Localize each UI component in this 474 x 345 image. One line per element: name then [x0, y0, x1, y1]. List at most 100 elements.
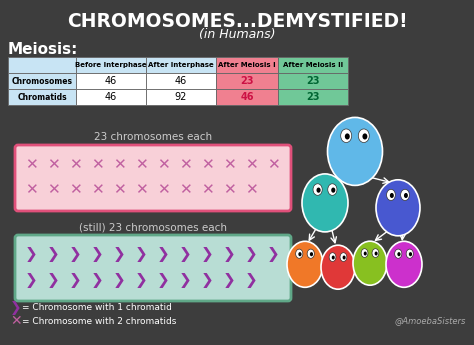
Text: ❯: ❯ [201, 273, 213, 287]
Text: CHROMOSOMES...DEMYSTIFIED!: CHROMOSOMES...DEMYSTIFIED! [67, 12, 407, 31]
Text: ✕: ✕ [113, 158, 126, 172]
Ellipse shape [317, 188, 320, 193]
Text: Meiosis:: Meiosis: [8, 42, 78, 57]
Text: Chromosomes: Chromosomes [11, 77, 73, 86]
Text: ❯: ❯ [245, 247, 257, 263]
Bar [8, 57, 76, 73]
Ellipse shape [401, 189, 410, 200]
Ellipse shape [328, 117, 383, 185]
Text: ❯: ❯ [91, 273, 103, 287]
Ellipse shape [387, 189, 395, 200]
Text: ❯: ❯ [25, 247, 37, 263]
Text: ❯: ❯ [10, 301, 22, 315]
Ellipse shape [390, 193, 394, 198]
Ellipse shape [409, 252, 412, 256]
Ellipse shape [372, 249, 379, 257]
Text: ❯: ❯ [266, 247, 279, 263]
Text: ✕: ✕ [266, 158, 279, 172]
Bar [216, 89, 278, 105]
Text: ❯: ❯ [179, 247, 191, 263]
Bar [146, 73, 216, 89]
FancyBboxPatch shape [15, 235, 291, 301]
Text: ❯: ❯ [135, 273, 147, 287]
Text: @AmoebaSisters: @AmoebaSisters [395, 316, 466, 325]
Ellipse shape [361, 249, 368, 257]
Ellipse shape [374, 252, 378, 256]
Ellipse shape [313, 184, 322, 195]
Ellipse shape [363, 134, 367, 139]
Text: 23 chromosomes each: 23 chromosomes each [94, 132, 212, 142]
Bar [278, 57, 348, 73]
Text: = Chromosome with 2 chromatids: = Chromosome with 2 chromatids [22, 316, 176, 325]
Bar [76, 57, 146, 73]
Text: ✕: ✕ [223, 183, 236, 197]
Bar [146, 89, 216, 105]
Ellipse shape [302, 174, 348, 232]
Text: ❯: ❯ [113, 247, 126, 263]
Text: 92: 92 [175, 92, 187, 102]
Text: ✕: ✕ [201, 183, 213, 197]
Ellipse shape [376, 180, 420, 236]
FancyBboxPatch shape [15, 145, 291, 211]
Bar [8, 73, 76, 89]
Text: ✕: ✕ [156, 158, 169, 172]
Text: ✕: ✕ [135, 158, 147, 172]
Text: (still) 23 chromosomes each: (still) 23 chromosomes each [79, 222, 227, 232]
Ellipse shape [332, 256, 335, 259]
Text: ✕: ✕ [245, 158, 257, 172]
Text: ❯: ❯ [46, 273, 59, 287]
Ellipse shape [310, 252, 313, 256]
Ellipse shape [364, 252, 367, 256]
Ellipse shape [345, 134, 350, 139]
Ellipse shape [406, 249, 413, 258]
Ellipse shape [353, 241, 387, 285]
Text: 46: 46 [105, 92, 117, 102]
Ellipse shape [386, 241, 422, 287]
Ellipse shape [395, 249, 402, 258]
Bar [76, 89, 146, 105]
Text: ❯: ❯ [201, 247, 213, 263]
Bar [216, 57, 278, 73]
Ellipse shape [397, 252, 401, 256]
Ellipse shape [328, 184, 337, 195]
Text: ❯: ❯ [179, 273, 191, 287]
Bar [8, 89, 76, 105]
Ellipse shape [341, 129, 352, 142]
Text: ❯: ❯ [135, 247, 147, 263]
Text: ✕: ✕ [113, 183, 126, 197]
Text: ❯: ❯ [156, 247, 169, 263]
Bar [278, 73, 348, 89]
Text: ✕: ✕ [223, 158, 236, 172]
Text: After Meiosis I: After Meiosis I [218, 62, 276, 68]
Bar [76, 73, 146, 89]
Text: ✕: ✕ [201, 158, 213, 172]
Ellipse shape [307, 249, 314, 258]
Text: ✕: ✕ [46, 183, 59, 197]
Text: ❯: ❯ [223, 273, 236, 287]
Text: 23: 23 [240, 76, 254, 86]
Ellipse shape [404, 193, 408, 198]
Text: ✕: ✕ [91, 158, 103, 172]
Text: ❯: ❯ [245, 273, 257, 287]
Text: ❯: ❯ [113, 273, 126, 287]
Text: ✕: ✕ [245, 183, 257, 197]
Bar [278, 89, 348, 105]
Ellipse shape [329, 253, 336, 262]
Text: ❯: ❯ [223, 247, 236, 263]
Text: ✕: ✕ [10, 314, 22, 328]
Text: 46: 46 [105, 76, 117, 86]
Text: = Chromosome with 1 chromatid: = Chromosome with 1 chromatid [22, 304, 172, 313]
Text: 46: 46 [240, 92, 254, 102]
Ellipse shape [287, 241, 323, 287]
Ellipse shape [358, 129, 369, 142]
Text: 46: 46 [175, 76, 187, 86]
Text: ✕: ✕ [25, 158, 37, 172]
Ellipse shape [331, 188, 335, 193]
Bar [146, 57, 216, 73]
Text: After Interphase: After Interphase [148, 62, 214, 68]
Ellipse shape [321, 245, 355, 289]
Text: After Meiosis II: After Meiosis II [283, 62, 343, 68]
Text: ✕: ✕ [91, 183, 103, 197]
Text: 23: 23 [306, 92, 320, 102]
Text: ✕: ✕ [69, 158, 82, 172]
